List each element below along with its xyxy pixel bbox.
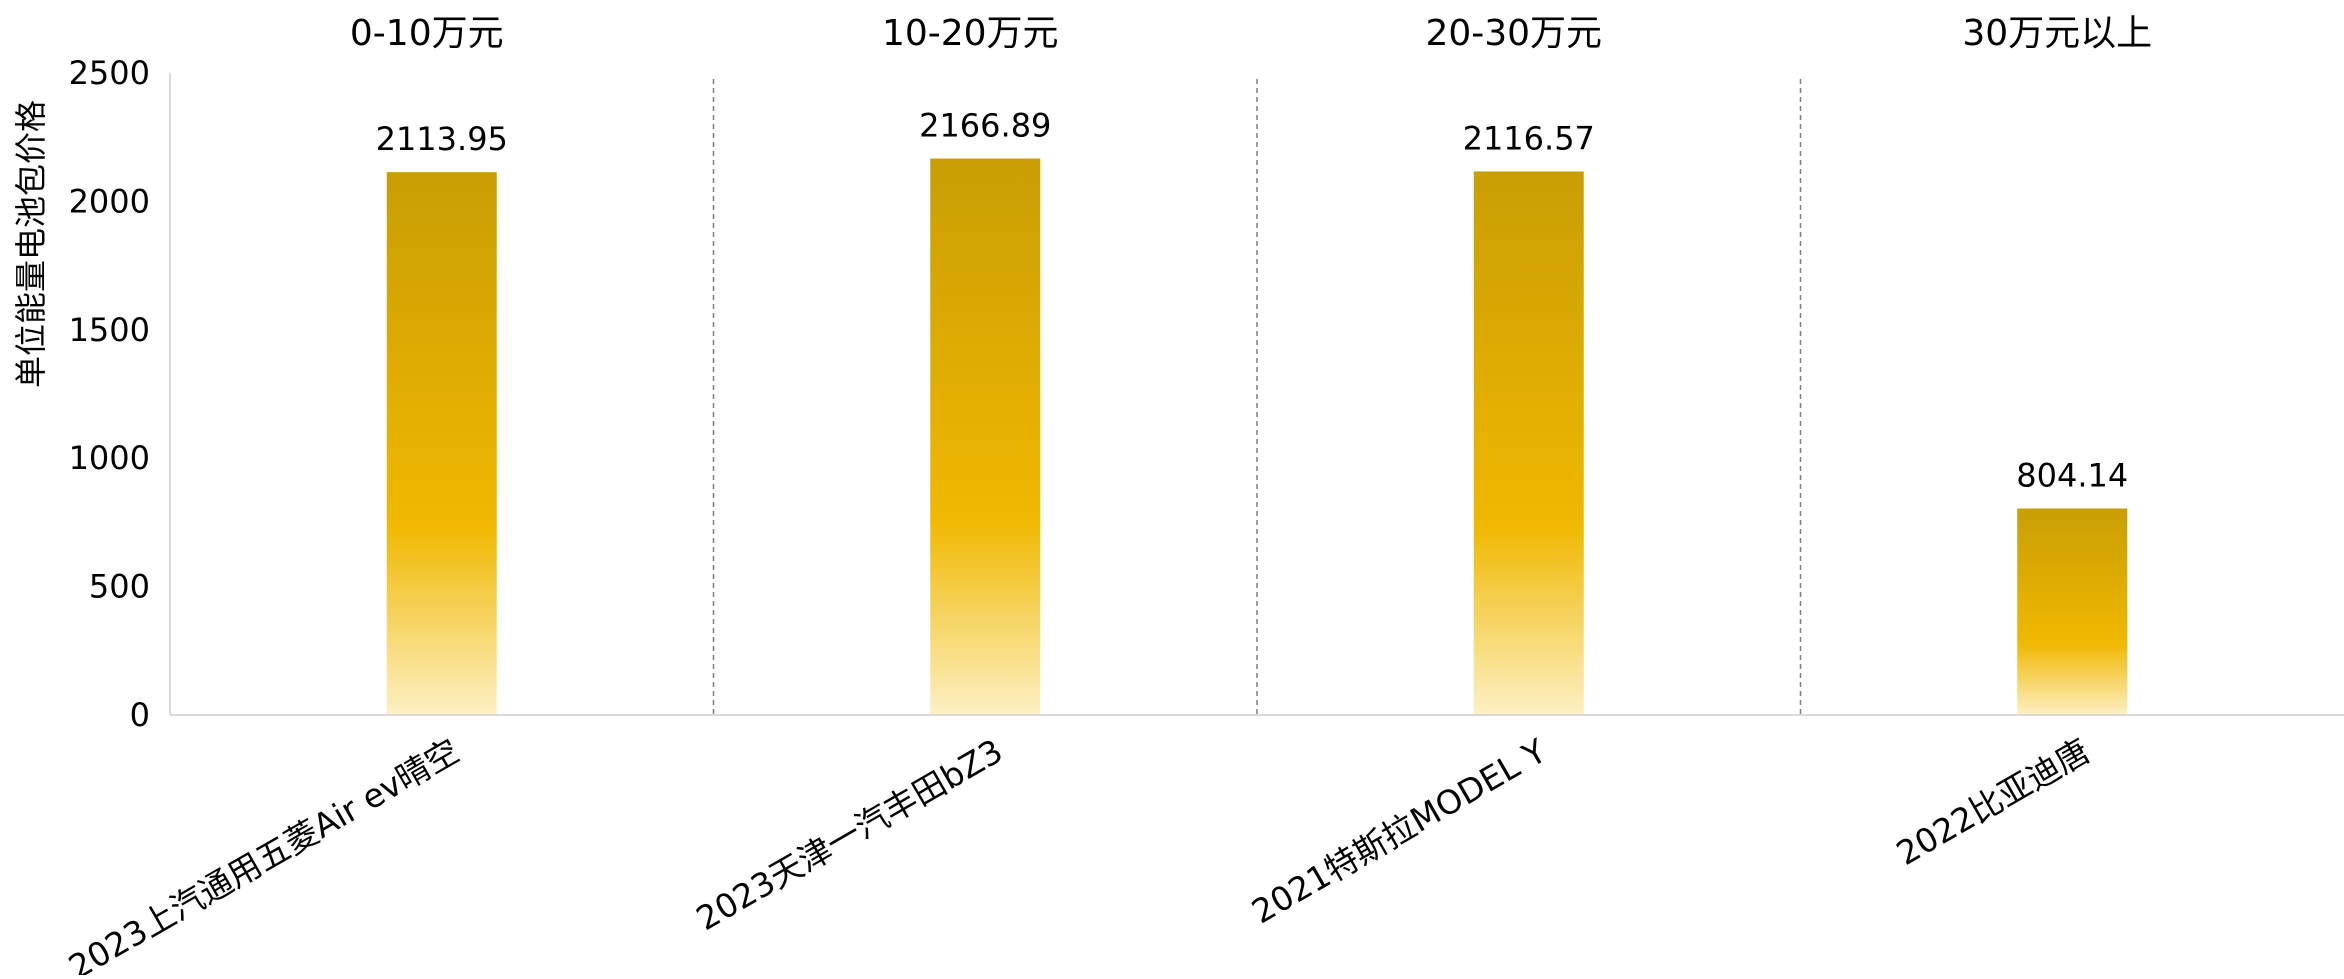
bar (386, 172, 497, 715)
y-tick-label: 1500 (69, 311, 150, 349)
x-tick-label: 2023上汽通用五菱Air ev晴空 (62, 731, 466, 975)
group-header: 20-30万元 (1425, 13, 1602, 54)
axes (169, 73, 2344, 716)
data-label: 2113.95 (376, 120, 508, 158)
y-tick-label: 2000 (69, 182, 150, 220)
y-axis-title: 单位能量电池包价格 (12, 100, 50, 388)
data-label: 2116.57 (1463, 119, 1595, 157)
chart-labels: 0 500 1000 1500 2000 2500 单位能量电池包价格 2113.95 0-10… (12, 13, 2152, 979)
bar (930, 158, 1041, 715)
bar (1473, 171, 1584, 715)
data-label: 2166.89 (919, 107, 1051, 145)
group-header: 0-10万元 (350, 13, 504, 54)
x-tick-label: 2023天津一汽丰田bZ3 (690, 731, 1010, 938)
group-separators (712, 79, 1802, 715)
y-tick-label: 1000 (69, 439, 150, 477)
bar (2017, 508, 2128, 715)
group-header: 10-20万元 (882, 13, 1059, 54)
group-header: 30万元以上 (1962, 13, 2152, 54)
y-tick-label: 2500 (69, 54, 150, 92)
bars (386, 158, 2128, 715)
x-tick-label: 2022比亚迪唐 (1890, 731, 2097, 873)
y-tick-label: 0 (130, 696, 150, 734)
data-label: 804.14 (2016, 456, 2128, 494)
x-tick-label: 2021特斯拉MODEL Y (1245, 731, 1553, 932)
y-tick-label: 500 (89, 568, 150, 606)
